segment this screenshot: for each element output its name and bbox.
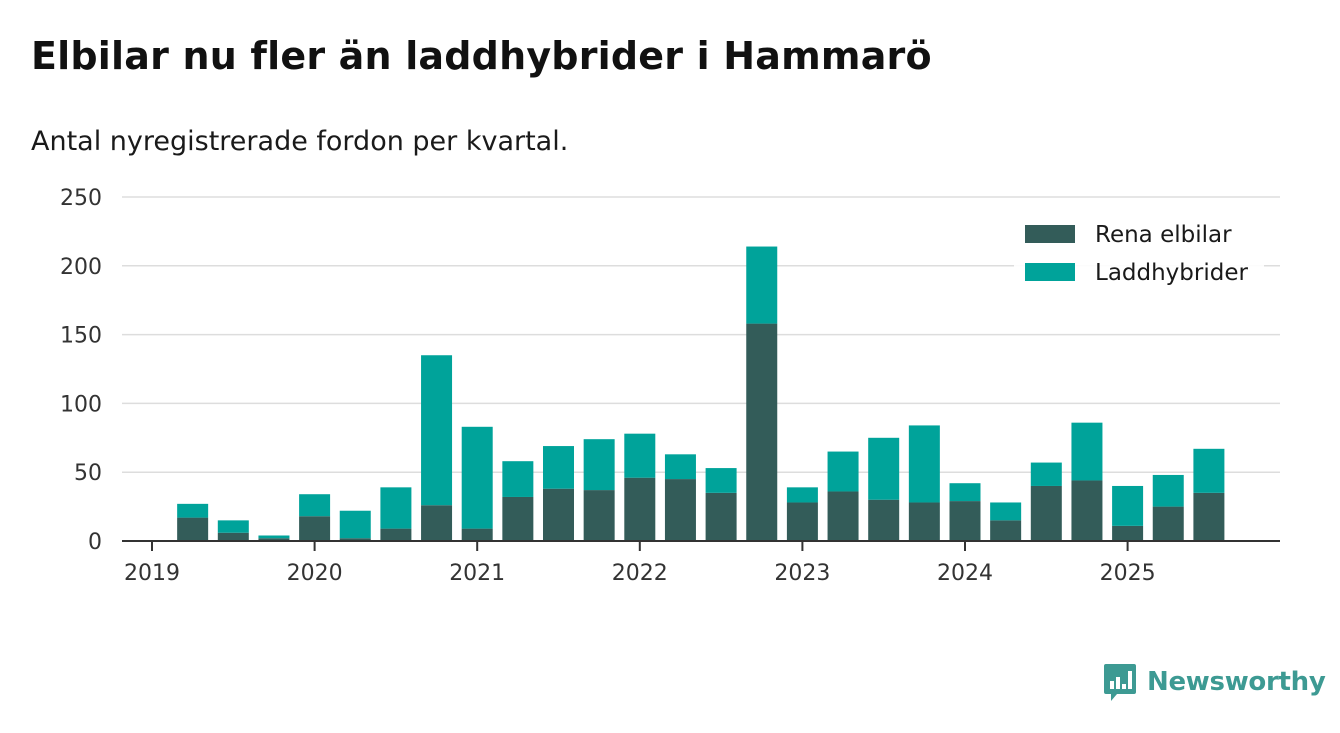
bar-rena-elbilar xyxy=(1030,485,1062,541)
x-tick-label: 2020 xyxy=(287,561,343,586)
bar-laddhybrider xyxy=(1193,448,1225,493)
y-tick-label: 200 xyxy=(60,255,102,280)
bar-laddhybrider xyxy=(258,535,290,539)
bar-rena-elbilar xyxy=(543,488,574,541)
bar-rena-elbilar xyxy=(624,477,656,541)
legend-label: Rena elbilar xyxy=(1095,222,1232,248)
x-axis: 2019 2020 2021 2022 2023 2024 2025 xyxy=(122,540,1280,586)
bar-rena-elbilar xyxy=(339,538,371,541)
bar-rena-elbilar xyxy=(1112,525,1144,541)
bar-laddhybrider xyxy=(908,425,940,503)
bars xyxy=(177,246,1225,541)
bar-laddhybrider xyxy=(299,494,331,517)
x-tick-label: 2019 xyxy=(124,561,180,586)
bar-laddhybrider xyxy=(177,503,209,518)
bar-laddhybrider xyxy=(1030,462,1062,486)
bar-laddhybrider xyxy=(868,437,900,500)
bar-rena-elbilar xyxy=(177,517,209,541)
bar-laddhybrider xyxy=(990,502,1022,521)
bar-laddhybrider xyxy=(583,439,615,491)
bar-rena-elbilar xyxy=(1152,506,1184,541)
bar-rena-elbilar xyxy=(705,492,737,541)
chart-title: Elbilar nu fler än laddhybrider i Hammar… xyxy=(31,34,932,78)
bar-laddhybrider xyxy=(746,246,778,324)
bar-laddhybrider xyxy=(421,355,453,506)
bar-laddhybrider xyxy=(664,454,696,480)
y-tick-label: 100 xyxy=(60,392,102,417)
bar-rena-elbilar xyxy=(380,528,412,541)
bar-rena-elbilar xyxy=(949,501,981,541)
y-tick-label: 150 xyxy=(60,324,102,349)
y-tick-label: 250 xyxy=(60,186,102,211)
bar-rena-elbilar xyxy=(1071,480,1103,541)
bar-laddhybrider xyxy=(543,446,574,489)
legend-swatch-rena-elbilar xyxy=(1025,225,1075,243)
bar-rena-elbilar xyxy=(746,323,778,541)
bar-laddhybrider xyxy=(339,510,371,539)
bar-rena-elbilar xyxy=(299,516,331,541)
x-tick-label: 2024 xyxy=(937,561,993,586)
bar-laddhybrider xyxy=(1071,422,1103,481)
bar-rena-elbilar xyxy=(664,479,696,541)
x-tick-label: 2025 xyxy=(1100,561,1156,586)
brand-name: Newsworthy xyxy=(1147,667,1326,697)
bar-laddhybrider xyxy=(217,520,249,533)
bar-rena-elbilar xyxy=(258,538,290,541)
bar-laddhybrider xyxy=(1112,485,1144,526)
newsworthy-chart-icon xyxy=(1104,664,1136,701)
y-tick-label: 50 xyxy=(74,461,102,486)
legend: Rena elbilar Laddhybrider xyxy=(1014,214,1264,296)
bar-rena-elbilar xyxy=(908,502,940,541)
bar-laddhybrider xyxy=(827,451,859,492)
bar-rena-elbilar xyxy=(461,528,493,541)
y-axis: 0 50 100 150 200 250 xyxy=(60,186,102,555)
bar-laddhybrider xyxy=(380,487,412,529)
bar-laddhybrider xyxy=(705,468,737,493)
chart-subtitle: Antal nyregistrerade fordon per kvartal. xyxy=(31,126,569,157)
bar-laddhybrider xyxy=(461,426,493,529)
x-tick-label: 2023 xyxy=(774,561,830,586)
y-tick-label: 0 xyxy=(88,530,102,555)
bar-rena-elbilar xyxy=(990,520,1022,541)
bar-rena-elbilar xyxy=(421,505,453,541)
bar-rena-elbilar xyxy=(786,502,818,541)
bar-laddhybrider xyxy=(502,461,534,497)
bar-laddhybrider xyxy=(1152,474,1184,507)
newsworthy-logo: Newsworthy xyxy=(1103,662,1326,702)
bar-rena-elbilar xyxy=(583,490,615,541)
bar-rena-elbilar xyxy=(1193,492,1225,541)
bar-laddhybrider xyxy=(624,433,656,478)
legend-label: Laddhybrider xyxy=(1095,260,1248,286)
x-tick-label: 2022 xyxy=(612,561,668,586)
bar-rena-elbilar xyxy=(502,496,534,541)
legend-swatch-laddhybrider xyxy=(1025,263,1075,281)
bar-rena-elbilar xyxy=(217,532,249,541)
bar-laddhybrider xyxy=(786,487,818,503)
x-tick-label: 2021 xyxy=(449,561,505,586)
bar-rena-elbilar xyxy=(868,499,900,541)
bar-rena-elbilar xyxy=(827,491,859,541)
bar-laddhybrider xyxy=(949,483,981,502)
